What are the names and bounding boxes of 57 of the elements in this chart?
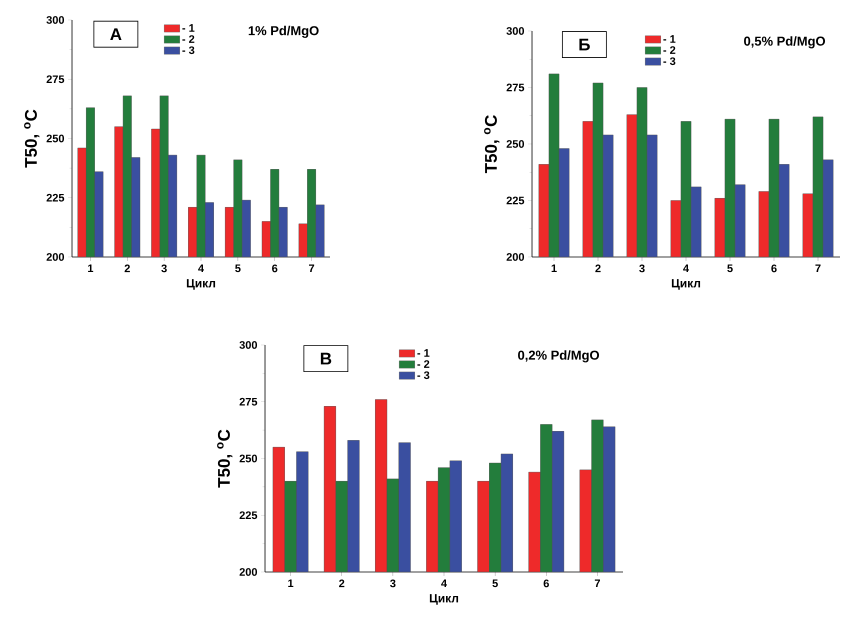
chart-subtitle: 0,2% Pd/MgO	[518, 350, 600, 362]
y-tick-label: 250	[506, 140, 524, 148]
x-tick-label: 5	[727, 264, 733, 272]
legend-label: - 2	[417, 360, 430, 368]
x-tick-label: 2	[124, 264, 130, 272]
y-tick-label: 300	[46, 16, 64, 24]
y-tick-label: 250	[240, 454, 258, 462]
chart-title: В	[320, 352, 332, 364]
x-tick-label: 7	[309, 264, 314, 272]
y-tick-label: 200	[506, 253, 524, 261]
legend-label: - 3	[663, 57, 676, 66]
legend-label: - 1	[663, 35, 676, 43]
legend-label: - 3	[417, 371, 430, 380]
x-axis-title: Цикл	[430, 594, 458, 605]
y-tick-label: 200	[46, 253, 64, 261]
chart-title: А	[110, 28, 122, 40]
x-tick-label: 6	[544, 580, 549, 588]
y-tick-label: 275	[240, 398, 258, 406]
x-axis-title: Цикл	[672, 279, 700, 290]
x-tick-label: 7	[594, 580, 600, 588]
x-tick-label: 1	[552, 264, 557, 272]
y-tick-label: 225	[506, 196, 524, 204]
x-tick-label: 3	[639, 264, 645, 272]
x-tick-label: 6	[272, 264, 278, 272]
legend-label: - 1	[417, 349, 430, 357]
x-tick-label: 2	[595, 264, 601, 272]
legend-label: - 2	[182, 35, 194, 43]
x-tick-label: 4	[683, 264, 689, 272]
y-axis-title: T50, $^{o}$C	[484, 115, 500, 174]
x-tick-label: 5	[492, 580, 498, 588]
y-tick-label: 200	[240, 568, 258, 576]
x-tick-label: 2	[339, 580, 344, 588]
x-tick-label: 7	[815, 264, 821, 272]
y-tick-label: 300	[239, 341, 258, 349]
y-tick-label: 250	[46, 134, 64, 142]
x-tick-label: 1	[88, 264, 94, 272]
y-tick-label: 225	[240, 511, 258, 520]
x-tick-label: 6	[771, 264, 777, 272]
y-tick-label: 275	[506, 84, 524, 92]
y-axis-title: T50, $^{o}$C	[217, 430, 232, 488]
chart-subtitle: 1% Pd/MgO	[248, 26, 319, 38]
legend-label: - 3	[182, 46, 194, 54]
chart-title: Б	[579, 38, 590, 50]
x-tick-label: 4	[441, 580, 447, 588]
y-tick-label: 300	[506, 27, 524, 35]
x-tick-label: 4	[198, 264, 204, 272]
chart-subtitle: 0,5% Pd/MgO	[744, 36, 826, 48]
y-axis-title: T50, $^{o}$C	[24, 110, 40, 168]
y-tick-label: 225	[46, 194, 64, 202]
x-tick-label: 3	[161, 264, 167, 272]
legend-label: - 1	[182, 24, 194, 32]
x-tick-label: 5	[235, 264, 241, 272]
x-tick-label: 3	[390, 580, 396, 588]
x-tick-label: 1	[288, 580, 294, 588]
y-tick-label: 275	[46, 75, 64, 84]
x-axis-title: Цикл	[186, 279, 216, 290]
legend-label: - 2	[663, 46, 676, 54]
